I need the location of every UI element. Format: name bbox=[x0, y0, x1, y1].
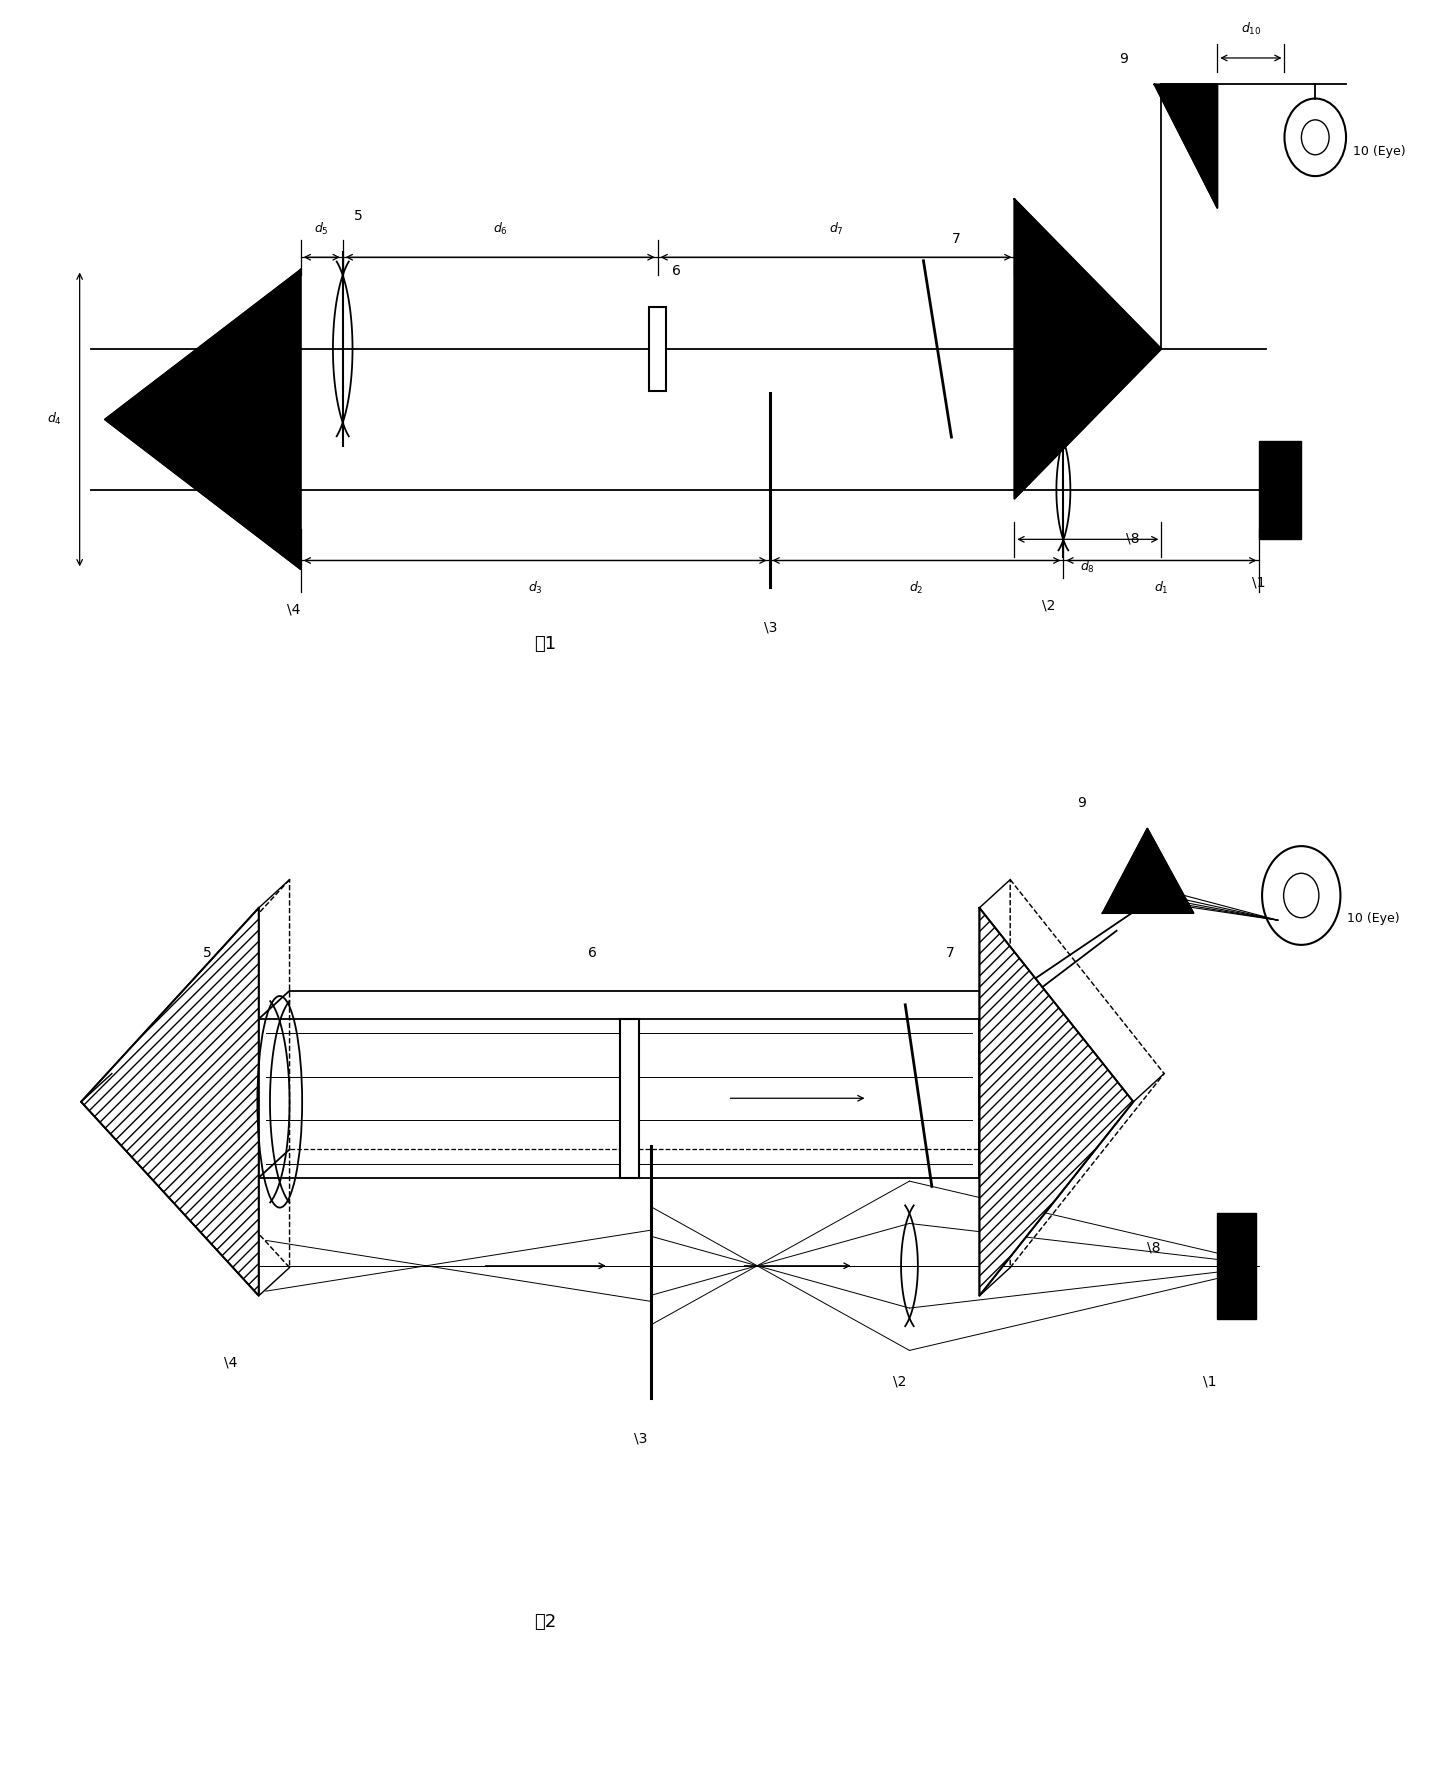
Bar bbox=[649, 306, 666, 390]
Text: $d_1$: $d_1$ bbox=[1154, 580, 1169, 596]
Text: 9: 9 bbox=[1120, 52, 1128, 66]
Text: \8: \8 bbox=[1127, 532, 1140, 546]
Polygon shape bbox=[979, 908, 1133, 1295]
Text: $d_2$: $d_2$ bbox=[909, 580, 924, 596]
Text: 5: 5 bbox=[203, 946, 212, 960]
Text: $d_6$: $d_6$ bbox=[493, 220, 507, 236]
Text: $d_8$: $d_8$ bbox=[1080, 559, 1095, 575]
Text: 5: 5 bbox=[354, 210, 362, 224]
Text: 9: 9 bbox=[1077, 797, 1087, 810]
Text: 7: 7 bbox=[951, 233, 961, 245]
Text: 10 (Eye): 10 (Eye) bbox=[1348, 912, 1400, 924]
Text: \4: \4 bbox=[286, 602, 301, 616]
Text: \1: \1 bbox=[1253, 577, 1266, 589]
Polygon shape bbox=[1154, 84, 1217, 208]
Bar bbox=[1259, 441, 1302, 539]
Text: 图2: 图2 bbox=[534, 1614, 557, 1632]
Text: 6: 6 bbox=[587, 946, 597, 960]
Text: \8: \8 bbox=[1147, 1241, 1161, 1255]
Text: \1: \1 bbox=[1203, 1375, 1217, 1388]
Polygon shape bbox=[105, 270, 301, 570]
Text: $d_7$: $d_7$ bbox=[829, 220, 843, 236]
Text: 图1: 图1 bbox=[534, 634, 557, 652]
Text: \4: \4 bbox=[223, 1356, 238, 1370]
Text: 10 (Eye): 10 (Eye) bbox=[1353, 145, 1406, 158]
Bar bbox=[620, 1019, 639, 1178]
Text: $d_{10}$: $d_{10}$ bbox=[1240, 21, 1262, 38]
Text: $d_4$: $d_4$ bbox=[47, 412, 62, 428]
Bar bbox=[1217, 1213, 1256, 1318]
Text: \2: \2 bbox=[892, 1375, 906, 1388]
Text: \3: \3 bbox=[763, 620, 778, 634]
Text: $d_3$: $d_3$ bbox=[528, 580, 543, 596]
Text: 6: 6 bbox=[672, 263, 680, 278]
Text: \3: \3 bbox=[634, 1431, 647, 1445]
Text: 7: 7 bbox=[945, 946, 955, 960]
Polygon shape bbox=[1103, 829, 1193, 913]
Polygon shape bbox=[1014, 199, 1161, 498]
Text: $d_5$: $d_5$ bbox=[315, 220, 329, 236]
Polygon shape bbox=[82, 908, 259, 1295]
Text: \2: \2 bbox=[1042, 598, 1055, 613]
